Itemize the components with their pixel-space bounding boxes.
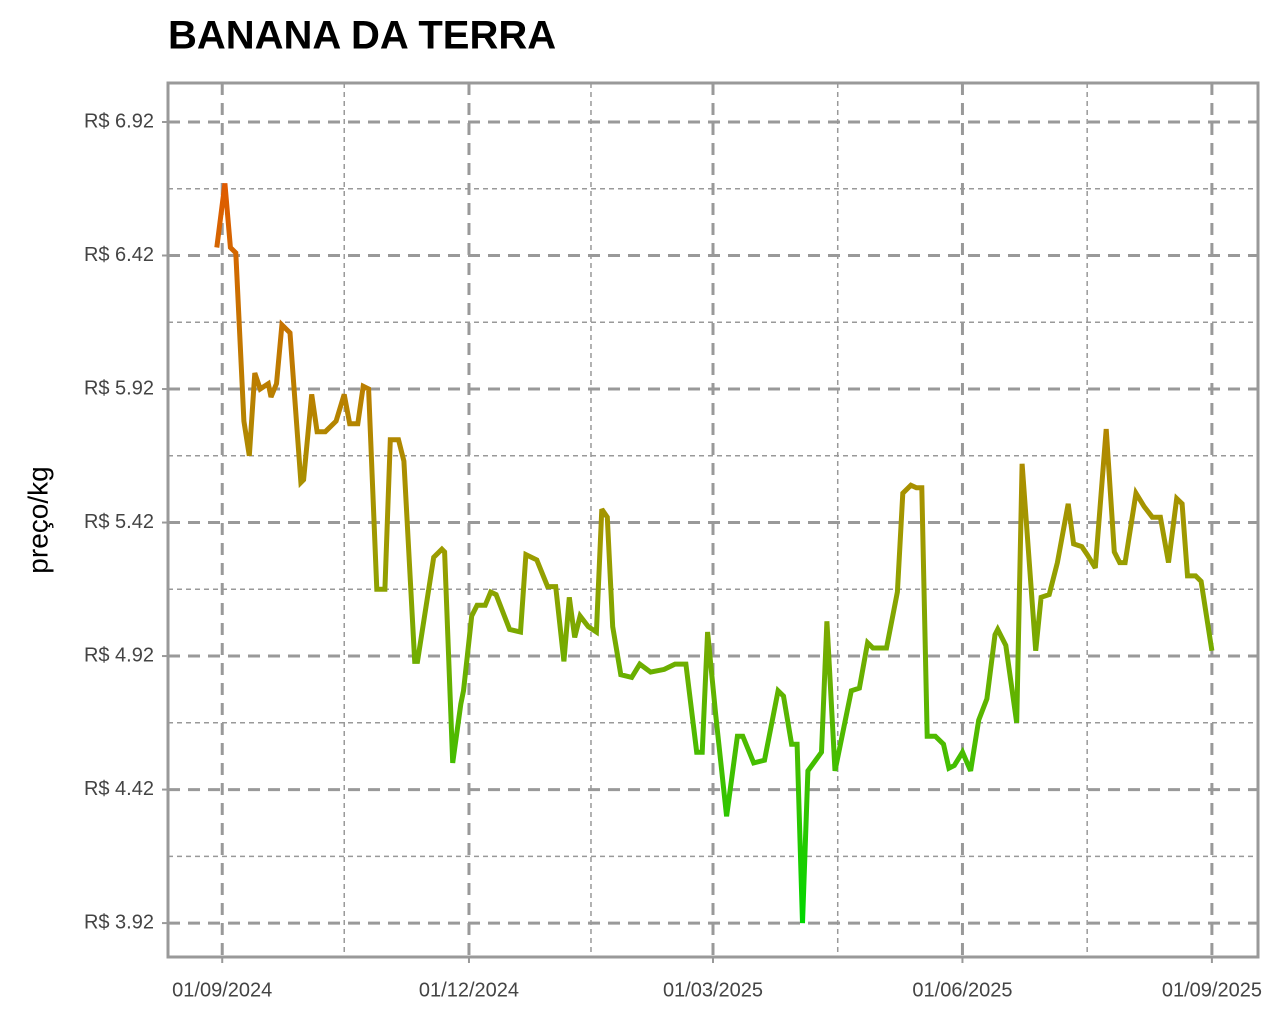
x-tick-label: 01/03/2025: [663, 979, 763, 1001]
y-tick-label: R$ 4.42: [84, 778, 154, 800]
y-tick-label: R$ 6.92: [84, 110, 154, 132]
x-tick-label: 01/12/2024: [419, 979, 519, 1001]
chart-title: BANANA DA TERRA: [168, 14, 556, 58]
x-tick-label: 01/06/2025: [912, 979, 1012, 1001]
y-tick-label: R$ 5.42: [84, 511, 154, 533]
y-axis-label: preço/kg: [22, 466, 53, 573]
x-tick-label: 01/09/2025: [1162, 979, 1262, 1001]
x-tick-label: 01/09/2024: [172, 979, 272, 1001]
plot-border: [166, 81, 1260, 959]
y-tick-label: R$ 6.42: [84, 244, 154, 266]
y-tick-label: R$ 5.92: [84, 377, 154, 399]
price-line: [214, 183, 1215, 924]
y-tick-label: R$ 3.92: [84, 911, 154, 933]
y-tick-label: R$ 4.92: [84, 644, 154, 666]
